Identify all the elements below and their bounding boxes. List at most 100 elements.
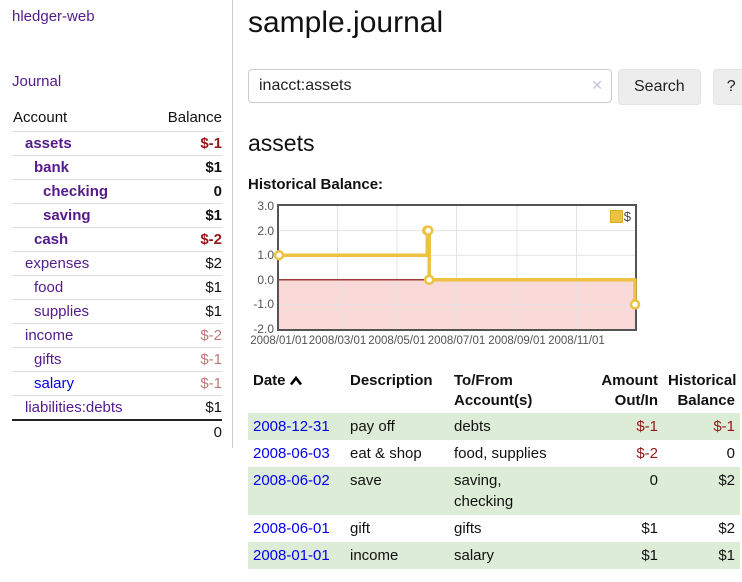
amount-cell: $1 [641,520,658,537]
account-link-income[interactable]: income [25,327,74,344]
accounts-column-account: Account [13,109,68,126]
balance-cell: $-1 [663,413,740,440]
amount-cell: $-2 [636,445,658,462]
date-cell: 2008-06-02 [248,467,345,515]
table-row: 2008-06-03 eat & shop food, supplies $-2 0 [248,440,740,467]
y-axis-tick-label: 1.0 [257,248,274,263]
chart-plot-area: $ [273,204,641,331]
column-balance: Historical Balance [668,372,737,409]
brand: hledger-web [12,8,222,26]
account-link-liabilities-debts[interactable]: liabilities:debts [25,398,123,416]
description-cell: gift [350,520,371,537]
table-row: 2008-12-31 pay off debts $-1 $-1 [248,413,740,440]
account-link-gifts[interactable]: gifts [34,351,62,368]
account-row: assets $-1 [12,131,222,156]
search-button[interactable]: Search [618,69,701,105]
account-balance: $1 [152,395,222,420]
account-balance: $1 [152,155,222,180]
x-axis-tick-label: 2008/09/01 [488,335,546,347]
account-balance: $1 [152,203,222,228]
account-link-saving[interactable]: saving [43,207,91,224]
accounts-total-spacer [12,418,153,444]
account-name-cell: liabilities:debts [12,395,153,420]
help-button[interactable]: ? [712,69,742,105]
account-balance: $2 [152,251,222,276]
x-axis-tick-label: 2008/05/01 [368,335,426,347]
account-link-assets[interactable]: assets [25,135,72,152]
column-date-label: Date [253,372,286,389]
account-link-bank[interactable]: bank [34,159,70,176]
x-axis-tick-label: 2008/07/01 [427,335,486,347]
table-row: 2008-06-01 gift gifts $1 $2 [248,515,740,542]
account-balance: $-1 [152,347,222,372]
brand-link[interactable]: hledger-web [12,8,95,25]
legend-series-label: $ [623,209,631,224]
column-date[interactable]: Date [248,369,345,413]
y-axis-tick-label: 0.0 [257,272,274,287]
clear-search-icon[interactable]: ✕ [591,77,603,93]
account-name-cell: assets [12,131,153,156]
account-heading: assets [248,130,315,156]
sort-ascending-icon [289,375,302,386]
sidebar-item-journal[interactable]: Journal [12,73,62,90]
balance-cell: $2 [663,467,740,515]
account-row: expenses $2 [12,251,222,276]
account-row: salary $-1 [12,371,222,396]
account-link-salary[interactable]: salary [34,375,75,392]
account-row: food $1 [12,275,222,300]
y-axis-tick-label: -2.0 [253,322,274,336]
account-balance: $-1 [152,131,222,156]
account-balance: $1 [152,299,222,324]
account-link-expenses[interactable]: expenses [25,255,90,272]
account-balance: $-2 [152,227,222,252]
account-row: saving $1 [12,203,222,228]
account-link-supplies[interactable]: supplies [34,303,90,320]
account-link-cash[interactable]: cash [34,231,69,248]
y-axis-tick-label: 2.0 [257,223,274,238]
date-cell: 2008-06-03 [248,440,345,467]
sidebar: hledger-web Journal Account Balance asse… [0,0,233,448]
sidebar-nav: Journal [12,73,222,91]
account-name-cell: checking [12,179,153,204]
table-row: 2008-01-01 income salary $1 $1 [248,542,740,569]
date-link[interactable]: 2008-06-02 [253,472,330,489]
register-header-row: Date Description To/From Account(s) Amou… [248,369,740,413]
chart-title: Historical Balance: [248,176,384,193]
description-cell: save [345,467,449,515]
account-link-food[interactable]: food [34,279,64,296]
accounts-column-balance: Balance [167,109,222,126]
account-row: checking 0 [12,179,222,204]
date-link[interactable]: 2008-06-01 [253,520,330,537]
description-cell: income [345,542,449,569]
account-row: cash $-2 [12,227,222,252]
balance-cell: $1 [663,542,740,569]
table-row: 2008-06-02 save saving, checking 0 $2 [248,467,740,515]
account-name-cell: supplies [12,299,153,324]
search-form: ✕ Search ? [248,69,742,105]
account-name-cell: income [12,323,153,348]
account-name-cell: gifts [12,347,153,372]
search-input[interactable] [248,69,612,103]
account-name-cell: cash [12,227,153,252]
date-link[interactable]: 2008-12-31 [253,418,330,435]
legend-swatch [609,210,623,223]
date-link[interactable]: 2008-06-03 [253,445,330,462]
account-name-cell: saving [12,203,153,228]
account-row: income $-2 [12,323,222,348]
x-axis-tick-label: 2008/11/01 [548,335,605,347]
account-link-checking[interactable]: checking [43,183,109,200]
column-amount: Amount Out/In [601,372,658,409]
date-link[interactable]: 2008-01-01 [253,547,330,564]
account-name-cell: expenses [12,251,153,276]
accounts-total-row: 0 [12,418,222,444]
account-balance: $-2 [152,323,222,348]
account-row: liabilities:debts $1 [12,395,222,420]
y-axis-tick-label: 3.0 [257,199,274,213]
account-row: gifts $-1 [12,347,222,372]
accounts-total-value: 0 [152,418,222,444]
accounts-cell: salary [449,542,591,569]
accounts-cell: food, supplies [454,445,547,462]
historical-balance-chart: 3.0 2.0 1.0 0.0 -1.0 -2.0 $2008/01/01 2008/03/0… [248,199,648,354]
accounts-cell: debts [449,413,591,440]
x-axis-tick-label: 2008/01/01 [250,335,308,347]
